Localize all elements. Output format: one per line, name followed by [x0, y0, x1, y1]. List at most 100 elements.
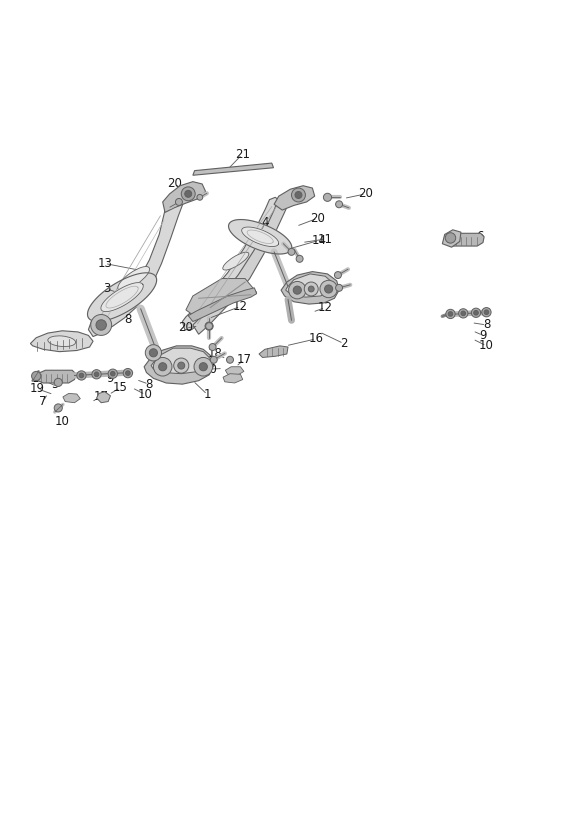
Circle shape — [123, 368, 132, 377]
Text: 10: 10 — [138, 388, 153, 401]
Circle shape — [205, 322, 213, 330]
Text: 8: 8 — [324, 286, 331, 299]
Circle shape — [175, 199, 182, 205]
Circle shape — [325, 285, 333, 293]
Ellipse shape — [48, 336, 76, 347]
Circle shape — [335, 272, 342, 279]
Text: 18: 18 — [208, 348, 222, 360]
Circle shape — [320, 280, 338, 297]
Circle shape — [484, 310, 489, 315]
Text: 7: 7 — [483, 307, 490, 320]
Circle shape — [227, 356, 233, 363]
Polygon shape — [281, 272, 339, 304]
Circle shape — [108, 369, 117, 378]
Circle shape — [149, 349, 157, 357]
Polygon shape — [89, 190, 186, 336]
Circle shape — [94, 372, 99, 377]
Text: 10: 10 — [203, 363, 217, 376]
Circle shape — [308, 286, 314, 292]
Text: 10: 10 — [479, 339, 494, 353]
Text: 8: 8 — [483, 318, 490, 331]
Circle shape — [448, 311, 453, 316]
Text: 20: 20 — [310, 212, 325, 225]
Polygon shape — [193, 163, 273, 176]
Circle shape — [77, 371, 86, 380]
Polygon shape — [144, 346, 214, 384]
Text: 17: 17 — [237, 353, 251, 367]
Circle shape — [159, 363, 167, 371]
Polygon shape — [182, 197, 280, 330]
Polygon shape — [274, 185, 315, 210]
Circle shape — [292, 188, 305, 202]
Text: 19: 19 — [30, 382, 45, 396]
Circle shape — [206, 323, 213, 330]
Text: 4: 4 — [261, 217, 269, 229]
Text: 10: 10 — [55, 414, 70, 428]
Circle shape — [336, 201, 343, 208]
Text: 5: 5 — [51, 377, 58, 391]
Circle shape — [446, 309, 455, 319]
Circle shape — [181, 187, 195, 201]
Text: 13: 13 — [97, 257, 112, 270]
Circle shape — [472, 308, 480, 317]
Circle shape — [474, 311, 478, 315]
Circle shape — [54, 378, 62, 386]
Circle shape — [199, 363, 208, 371]
Circle shape — [54, 404, 62, 412]
Circle shape — [145, 344, 161, 361]
Circle shape — [174, 358, 189, 373]
Circle shape — [194, 358, 213, 376]
Polygon shape — [186, 279, 257, 319]
Circle shape — [445, 232, 456, 243]
Polygon shape — [188, 288, 257, 321]
Text: 21: 21 — [235, 147, 250, 161]
Circle shape — [153, 358, 172, 376]
Circle shape — [296, 255, 303, 262]
Circle shape — [324, 194, 332, 201]
Circle shape — [461, 311, 466, 316]
Text: 7: 7 — [40, 395, 47, 408]
Circle shape — [295, 191, 302, 199]
Circle shape — [96, 320, 107, 330]
Text: 17: 17 — [94, 390, 108, 403]
Circle shape — [209, 344, 216, 350]
Polygon shape — [444, 233, 484, 246]
Polygon shape — [151, 349, 210, 374]
Circle shape — [110, 372, 115, 376]
Circle shape — [197, 194, 203, 200]
Polygon shape — [163, 181, 206, 213]
Circle shape — [304, 282, 318, 296]
Circle shape — [79, 373, 84, 377]
Polygon shape — [30, 330, 93, 352]
Polygon shape — [193, 199, 289, 335]
Polygon shape — [226, 367, 244, 375]
Text: 2: 2 — [340, 337, 347, 350]
Text: 9: 9 — [479, 329, 487, 342]
Polygon shape — [63, 393, 80, 403]
Circle shape — [178, 362, 185, 369]
Text: 18: 18 — [31, 372, 47, 385]
Polygon shape — [35, 370, 76, 383]
Circle shape — [31, 372, 41, 381]
Polygon shape — [442, 230, 461, 247]
Text: 19: 19 — [226, 369, 241, 382]
Circle shape — [459, 309, 468, 318]
Text: 12: 12 — [318, 301, 333, 314]
Circle shape — [288, 248, 295, 255]
Circle shape — [91, 315, 111, 335]
Circle shape — [210, 356, 217, 363]
Ellipse shape — [223, 252, 249, 270]
Polygon shape — [259, 346, 288, 358]
Text: 16: 16 — [308, 332, 324, 345]
Text: 20: 20 — [167, 177, 182, 190]
Text: 6: 6 — [476, 230, 483, 243]
Polygon shape — [87, 273, 157, 321]
Circle shape — [293, 286, 301, 294]
Text: 8: 8 — [145, 377, 152, 391]
Text: 11: 11 — [318, 232, 333, 246]
Text: 12: 12 — [233, 300, 248, 313]
Polygon shape — [286, 274, 333, 297]
Polygon shape — [242, 227, 279, 246]
Text: 3: 3 — [103, 283, 111, 296]
Circle shape — [289, 282, 306, 299]
